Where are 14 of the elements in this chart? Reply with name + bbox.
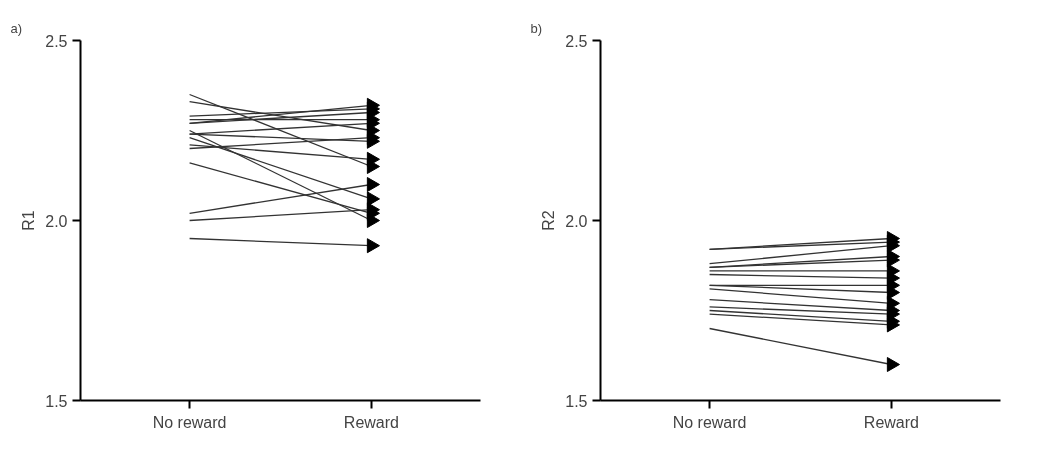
chart-title: a) — [10, 20, 23, 36]
chart-title: b) — [530, 20, 543, 36]
y-tick-label: 1.5 — [565, 392, 588, 410]
y-axis-title: R1 — [20, 210, 38, 231]
y-axis-title: R2 — [540, 210, 558, 231]
y-tick-label: 2.0 — [565, 212, 588, 230]
y-tick-label: 2.0 — [45, 212, 68, 230]
x-tick-label: No reward — [152, 413, 227, 431]
y-tick-label: 2.5 — [565, 32, 588, 50]
y-tick-label: 1.5 — [45, 392, 68, 410]
x-tick-label: No reward — [672, 413, 747, 431]
y-tick-label: 2.5 — [45, 32, 68, 50]
x-tick-label: Reward — [863, 413, 919, 431]
x-tick-label: Reward — [343, 413, 399, 431]
